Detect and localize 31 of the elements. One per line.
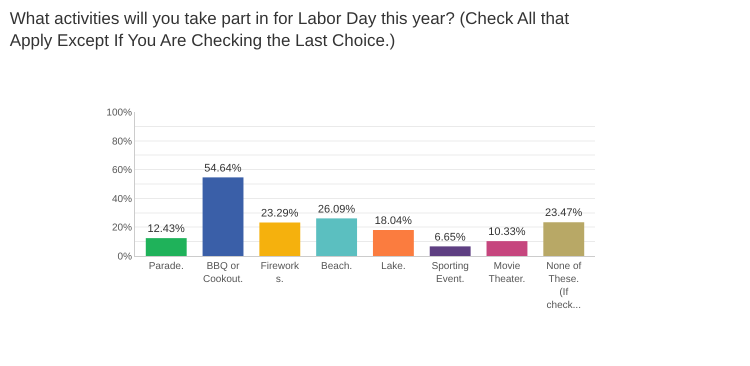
y-tick-label: 0% bbox=[118, 252, 132, 262]
x-tick-label: Beach. bbox=[321, 261, 352, 272]
y-tick-label: 80% bbox=[112, 136, 132, 148]
data-label: 26.09% bbox=[318, 203, 356, 216]
data-label: 23.47% bbox=[545, 207, 583, 220]
data-label: 10.33% bbox=[488, 226, 526, 238]
x-tick-label: BBQ or Cookout. bbox=[203, 261, 244, 285]
data-label: 18.04% bbox=[374, 215, 412, 228]
y-tick-label: 100% bbox=[106, 108, 132, 118]
bar bbox=[316, 218, 358, 256]
chart-title: What activities will you take part in for Labor Day this year? (Check All that Apply Except If You Are Checking the Last Choice.) bbox=[10, 8, 570, 50]
data-label: 54.64% bbox=[204, 162, 242, 174]
bar bbox=[486, 241, 528, 256]
x-tick-label: Parade. bbox=[148, 261, 184, 272]
x-tick-label: Lake. bbox=[381, 261, 406, 272]
bar bbox=[543, 222, 584, 256]
x-tick-label: Firework s. bbox=[260, 261, 300, 285]
bar bbox=[146, 238, 187, 256]
x-tick-label: None of These. (If check... bbox=[546, 261, 582, 311]
x-tick-label: Sporting Event. bbox=[432, 261, 469, 285]
x-tick-label: Movie Theater. bbox=[488, 261, 526, 285]
y-tick-label: 40% bbox=[112, 194, 132, 205]
data-label: 23.29% bbox=[261, 207, 299, 220]
bar bbox=[202, 177, 244, 256]
bar bbox=[372, 230, 414, 256]
bar bbox=[430, 246, 471, 256]
y-tick-label: 20% bbox=[112, 222, 132, 234]
bar bbox=[259, 222, 300, 256]
data-label: 6.65% bbox=[434, 231, 466, 244]
data-label: 12.43% bbox=[147, 223, 185, 236]
y-tick-label: 60% bbox=[112, 165, 132, 176]
